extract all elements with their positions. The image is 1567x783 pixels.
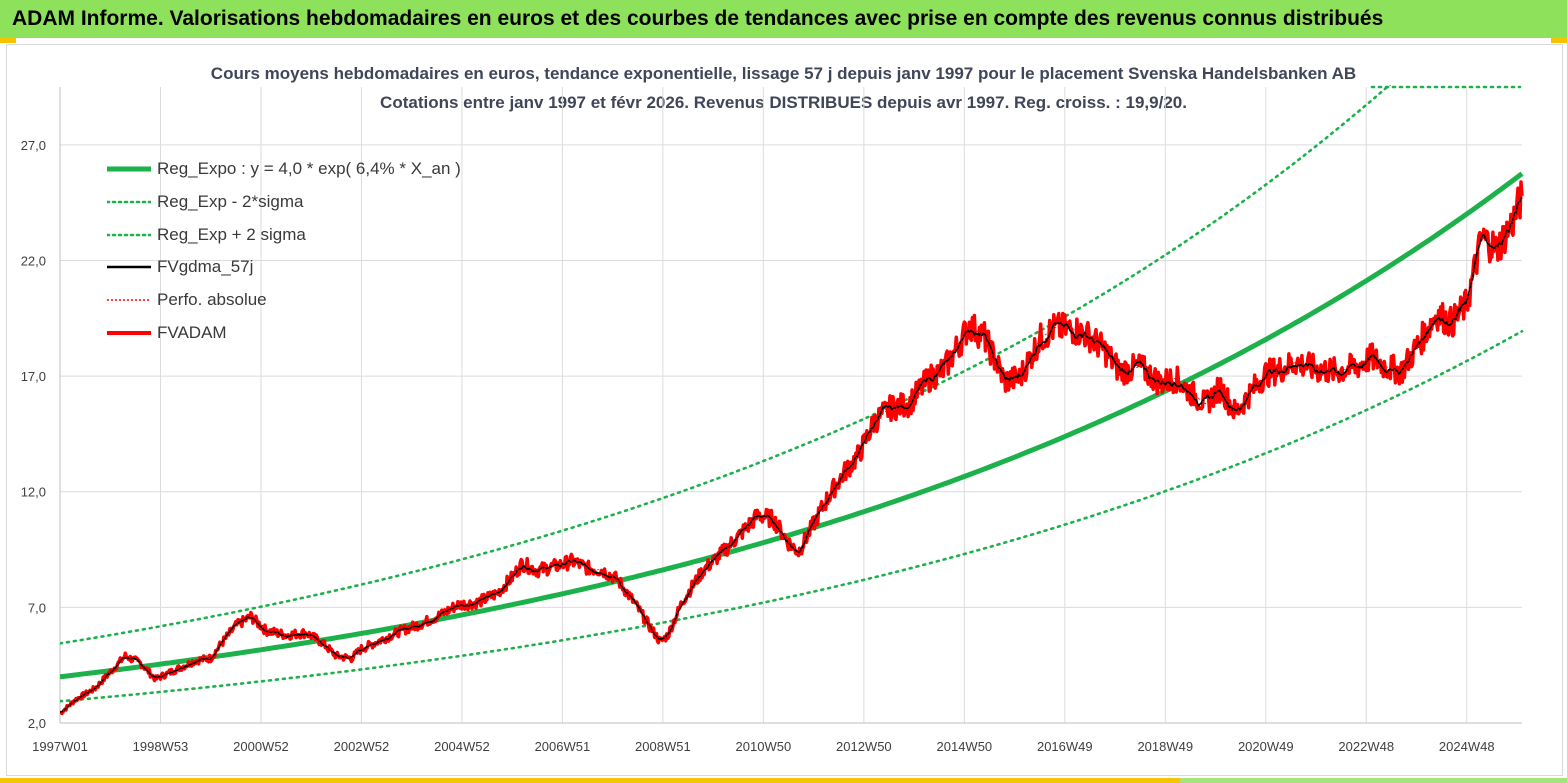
x-tick-label: 2010W50	[736, 739, 792, 754]
legend-swatch-fvgdma	[107, 266, 151, 269]
legend-label-fvgdma: FVgdma_57j	[157, 257, 254, 277]
x-tick-label: 2006W51	[535, 739, 591, 754]
series-reg-expo-line	[60, 171, 1524, 680]
chart-legend: Reg_Expo : y = 4,0 * exp( 6,4% * X_an ) …	[107, 153, 461, 349]
series-reg-exp-plus-line	[60, 85, 1392, 645]
series-reg-exp-minus-line	[60, 329, 1524, 703]
legend-label-fvadam: FVADAM	[157, 322, 227, 342]
chart-frame	[6, 44, 1563, 776]
legend-label-perfo-absolue: Perfo. absolue	[157, 290, 267, 310]
legend-item-reg-expo: Reg_Expo : y = 4,0 * exp( 6,4% * X_an )	[107, 153, 461, 186]
bottom-accent-strip-green	[1180, 778, 1567, 783]
x-tick-label: 1997W01	[32, 739, 88, 754]
chart-subtitle: Cotations entre janv 1997 et févr 2026. …	[380, 93, 1187, 112]
legend-item-fvadam: FVADAM	[107, 316, 461, 349]
legend-swatch-reg-exp-minus	[107, 200, 151, 204]
x-tick-label: 2008W51	[635, 739, 691, 754]
accent-bar-right	[1551, 38, 1567, 43]
series-lines	[60, 85, 1524, 716]
legend-swatch-reg-expo	[107, 166, 151, 172]
axes: 2,0 7,0 12,0 17,0 22,0 27,0 1997W01 1998W53 2000…	[21, 87, 1522, 754]
x-tick-label: 2000W52	[233, 739, 289, 754]
legend-item-perfo-absolue: Perfo. absolue	[107, 284, 461, 317]
legend-label-reg-exp-minus: Reg_Exp - 2*sigma	[157, 192, 304, 212]
chart-title: Cours moyens hebdomadaires en euros, ten…	[210, 64, 1357, 83]
x-tick-label: 2020W49	[1238, 739, 1294, 754]
y-tick-label: 12,0	[21, 485, 46, 500]
x-tick-label: 1998W53	[133, 739, 189, 754]
x-tick-label: 2004W52	[434, 739, 490, 754]
x-tick-label: 2024W48	[1439, 739, 1495, 754]
report-banner: ADAM Informe. Valorisations hebdomadaire…	[0, 0, 1567, 38]
series-fvgdma-line	[60, 196, 1523, 714]
accent-bar-left	[0, 38, 16, 43]
legend-label-reg-exp-plus: Reg_Exp + 2 sigma	[157, 224, 306, 244]
legend-swatch-fvadam	[107, 330, 151, 335]
report-title: ADAM Informe. Valorisations hebdomadaire…	[12, 7, 1384, 30]
x-tick-label: 2014W50	[937, 739, 993, 754]
legend-swatch-perfo-absolue	[107, 299, 151, 301]
x-tick-label: 2018W49	[1137, 739, 1193, 754]
x-tick-label: 2016W49	[1037, 739, 1093, 754]
series-perfo-absolue-line	[60, 195, 1523, 714]
legend-item-reg-exp-minus: Reg_Exp - 2*sigma	[107, 186, 461, 219]
legend-item-reg-exp-plus: Reg_Exp + 2 sigma	[107, 218, 461, 251]
legend-swatch-reg-exp-plus	[107, 233, 151, 237]
y-tick-label: 17,0	[21, 369, 46, 384]
x-tick-label: 2022W48	[1338, 739, 1394, 754]
y-tick-label: 2,0	[28, 716, 46, 731]
y-tick-label: 22,0	[21, 253, 46, 268]
legend-item-fvgdma: FVgdma_57j	[107, 251, 461, 284]
x-tick-label: 2012W50	[836, 739, 892, 754]
y-tick-label: 7,0	[28, 600, 46, 615]
bottom-accent-strip	[0, 778, 1567, 783]
x-tick-label: 2002W52	[334, 739, 390, 754]
legend-label-reg-expo: Reg_Expo : y = 4,0 * exp( 6,4% * X_an )	[157, 159, 461, 179]
y-tick-label: 27,0	[21, 138, 46, 153]
